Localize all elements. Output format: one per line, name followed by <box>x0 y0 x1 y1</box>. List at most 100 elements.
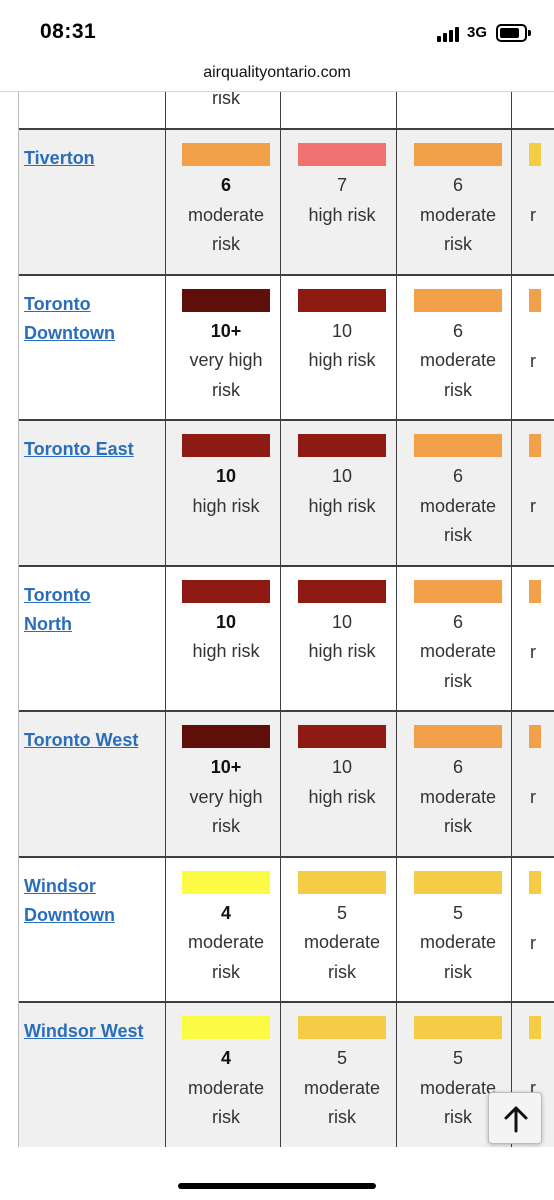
risk-color-swatch <box>414 870 502 894</box>
aqhi-cell: 5 moderate risk <box>292 899 392 988</box>
station-link[interactable]: Toronto North <box>24 581 91 639</box>
partial-cell-text: r <box>530 496 536 516</box>
aqhi-cell: 6 moderate risk <box>408 462 508 551</box>
risk-label: high risk <box>308 641 376 661</box>
column-divider <box>165 92 166 1147</box>
table-row: Toronto Downtown 10+ very high risk 10 high r… <box>18 274 554 420</box>
table-row: Toronto West 10+ very high risk 10 high risk… <box>18 711 554 857</box>
risk-label: moderate risk <box>187 204 265 255</box>
station-name-line: Downtown <box>24 904 115 925</box>
risk-color-swatch <box>414 143 502 166</box>
aqhi-cell: 6 moderate risk <box>408 317 508 406</box>
browser-url-bar[interactable]: airqualityontario.com <box>0 58 554 92</box>
aqhi-cell: 4 moderate risk <box>176 899 276 988</box>
risk-label: moderate risk <box>303 932 381 982</box>
aqhi-value: 5 <box>452 902 463 923</box>
risk-color-swatch <box>298 1016 386 1039</box>
scroll-to-top-button[interactable] <box>488 1092 542 1144</box>
risk-label: moderate risk <box>419 932 497 982</box>
aqhi-value: 10 <box>331 466 353 486</box>
risk-color-swatch <box>182 870 270 894</box>
risk-color-swatch <box>182 579 270 603</box>
station-name-line: Windsor <box>24 875 96 896</box>
table-row: Windsor Downtown 4 moderate risk 5 moderate r… <box>18 856 554 1002</box>
risk-color-swatch <box>182 288 270 312</box>
aqhi-cell: 5 moderate risk <box>408 899 508 988</box>
url-text: airqualityontario.com <box>203 64 351 81</box>
risk-label: moderate risk <box>419 204 497 255</box>
aqhi-value: 10 <box>331 320 353 341</box>
row-divider <box>18 128 554 130</box>
signal-strength-icon <box>437 26 463 42</box>
risk-label: high risk <box>308 786 376 807</box>
row-divider <box>18 564 554 567</box>
risk-color-swatch <box>414 725 502 748</box>
station-name-line: Downtown <box>24 322 115 343</box>
station-link[interactable]: Tiverton <box>24 144 95 173</box>
risk-label: very high risk <box>189 786 263 837</box>
risk-label: moderate risk <box>187 932 265 982</box>
risk-color-swatch <box>298 579 386 603</box>
risk-label: moderate risk <box>419 1077 497 1128</box>
risk-label: moderate risk <box>419 786 497 837</box>
status-bar: 08:31 3G <box>0 0 554 58</box>
partial-cell-text: r <box>530 932 536 953</box>
aqhi-value: 6 <box>452 611 463 632</box>
risk-label: high risk <box>192 495 260 516</box>
station-link[interactable]: Windsor Downtown <box>24 872 115 930</box>
partial-cell-text: r <box>530 350 536 371</box>
aqhi-value: 5 <box>452 1048 463 1068</box>
aqhi-cell: 6 moderate risk <box>408 608 508 697</box>
aqhi-value: 7 <box>336 175 347 195</box>
table-row: Toronto East 10 high risk 10 high risk 6 moder… <box>18 420 554 566</box>
table-row: Windsor West 4 moderate risk 5 moderate risk… <box>18 1002 554 1147</box>
aqhi-cell: 5 moderate risk <box>292 1044 392 1133</box>
aqhi-cell: 10+ very high risk <box>176 753 276 842</box>
home-indicator <box>178 1183 376 1189</box>
row-divider <box>18 419 554 421</box>
aqhi-cell: 6 moderate risk <box>176 171 276 260</box>
row-divider <box>18 855 554 858</box>
station-name-line: Toronto <box>24 293 91 314</box>
risk-color-swatch <box>182 725 270 748</box>
aqhi-value: 6 <box>452 320 463 341</box>
row-divider <box>18 1146 554 1147</box>
row-divider <box>18 1001 554 1003</box>
risk-label: moderate risk <box>419 495 497 546</box>
aqhi-value: 10+ <box>210 320 242 341</box>
risk-label: high risk <box>308 204 376 225</box>
risk-label: moderate risk <box>187 1077 265 1128</box>
column-divider <box>396 92 397 1147</box>
aqhi-value: 10 <box>215 611 237 632</box>
risk-label: high risk <box>308 350 376 370</box>
risk-color-swatch-partial <box>529 288 541 312</box>
row-divider <box>18 710 554 712</box>
column-divider <box>511 92 512 1147</box>
risk-color-swatch-partial <box>529 579 541 603</box>
aqhi-cell: 10 high risk <box>292 317 392 376</box>
station-link[interactable]: Toronto West <box>24 726 138 755</box>
aqhi-value: 10 <box>215 466 237 486</box>
risk-color-swatch-partial <box>529 434 541 457</box>
aqhi-cell: 6 moderate risk <box>408 171 508 260</box>
row-divider <box>18 273 554 276</box>
station-link[interactable]: Toronto Downtown <box>24 290 115 348</box>
aqhi-value: 6 <box>452 757 463 777</box>
aqhi-value: 10 <box>331 611 353 632</box>
partial-cell-text: r <box>530 1078 536 1098</box>
aqhi-value: 6 <box>452 175 463 195</box>
table-row: Tiverton 6 moderate risk 7 high risk 6 moderat… <box>18 129 554 275</box>
risk-color-swatch-partial <box>529 1016 541 1039</box>
battery-icon <box>496 24 531 42</box>
aqhi-value: 5 <box>336 902 347 923</box>
risk-color-swatch <box>298 434 386 457</box>
risk-label: very high risk <box>189 350 263 400</box>
aqhi-value: 4 <box>220 1048 231 1068</box>
station-link[interactable]: Windsor West <box>24 1017 144 1046</box>
aqhi-cell: 10 high risk <box>176 608 276 667</box>
station-name-line: Toronto West <box>24 730 139 750</box>
station-link[interactable]: Toronto East <box>24 435 134 464</box>
risk-color-swatch <box>414 288 502 312</box>
risk-color-swatch <box>182 1016 270 1039</box>
aqhi-cell: 5 moderate risk <box>408 1044 508 1133</box>
